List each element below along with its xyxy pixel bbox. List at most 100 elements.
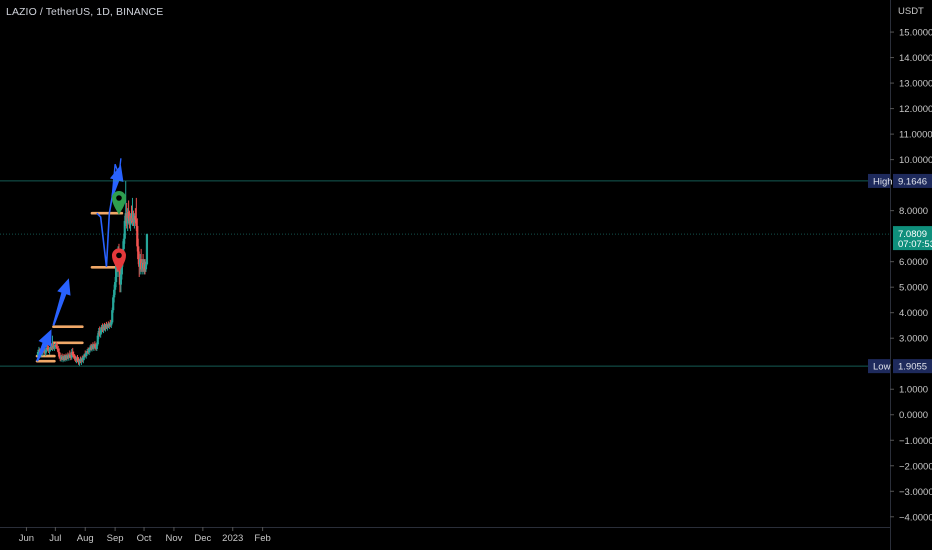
- low-tag-label: Low: [873, 362, 891, 373]
- candle-body: [112, 297, 115, 311]
- target-pin-green-icon: [111, 190, 126, 215]
- price-tick-label: 10.0000: [899, 155, 932, 166]
- high-tag-value: 9.1646: [898, 176, 927, 187]
- candle: [111, 307, 114, 324]
- high-tag-label-bg: [868, 173, 890, 188]
- candle-body: [71, 351, 74, 356]
- candle-body: [134, 215, 137, 220]
- candle-body: [111, 310, 114, 323]
- pin-hole: [116, 252, 122, 259]
- price-tick-label: −1.0000: [899, 436, 932, 447]
- last-price-tag-bg: [893, 226, 932, 251]
- time-tick-label: Aug: [77, 533, 94, 544]
- candle-body: [53, 346, 56, 348]
- candle-body: [136, 225, 139, 247]
- price-tags: High 9.1646 Low 1.9055 7.0809 07:07:53: [868, 173, 932, 374]
- price-tick-label: 12.0000: [899, 104, 932, 115]
- price-tick-label: 14.0000: [899, 53, 932, 64]
- projection-path: [111, 158, 122, 197]
- candle-body: [118, 259, 122, 285]
- high-tag-value-bg: [893, 173, 932, 188]
- price-axis[interactable]: USDT 15.0000 14.0000 13.0000 12.0000 11.0000…: [890, 6, 932, 523]
- candle-body: [96, 335, 99, 345]
- time-tick-label: Feb: [254, 533, 270, 544]
- bar-countdown: 07:07:53: [898, 239, 932, 250]
- candle-body: [93, 344, 96, 347]
- candle-body: [68, 355, 71, 357]
- candle-body: [55, 344, 58, 347]
- price-tick-label: 5.0000: [899, 283, 928, 294]
- candle: [145, 233, 149, 266]
- candle-body: [114, 256, 118, 283]
- candle-body: [73, 357, 76, 359]
- time-tick-label: Jul: [49, 533, 61, 544]
- low-tag-value: 1.9055: [898, 362, 927, 373]
- candle-body: [114, 282, 117, 290]
- candle: [136, 218, 139, 252]
- low-tag-value-bg: [893, 359, 932, 374]
- trend-arrow: [36, 329, 52, 362]
- candle-body: [56, 346, 59, 349]
- stop-pin-red-icon: [111, 248, 126, 273]
- price-tick-label: 1.0000: [899, 385, 928, 396]
- candle-body: [119, 274, 123, 285]
- candle-body: [110, 322, 113, 326]
- candle-body: [58, 351, 61, 357]
- candle-body: [57, 348, 60, 352]
- candle-body: [44, 349, 47, 354]
- price-tick-label: 0.0000: [899, 410, 928, 421]
- candle-body: [122, 238, 125, 249]
- time-tick-label: 2023: [222, 533, 243, 544]
- zigzag-pattern: [96, 196, 114, 267]
- price-tick-label: 6.0000: [899, 257, 928, 268]
- candle-body: [82, 357, 85, 361]
- price-tick-label: −2.0000: [899, 461, 932, 472]
- price-tick-label: 3.0000: [899, 334, 928, 345]
- candle-body: [135, 219, 138, 226]
- candle-body: [76, 358, 79, 361]
- drawings: [36, 158, 126, 362]
- candle: [127, 200, 130, 221]
- time-tick-label: Oct: [137, 533, 152, 544]
- candle-body: [123, 220, 126, 239]
- high-tag-label: High: [873, 176, 893, 187]
- candle-body: [127, 211, 130, 219]
- candle-body: [46, 347, 49, 350]
- candle-body: [130, 215, 133, 221]
- candle: [80, 357, 83, 365]
- candle-body: [95, 344, 98, 349]
- time-axis[interactable]: Jun Jul Aug Sep Oct Nov Dec 2023 Feb: [19, 527, 271, 544]
- pin-hole: [116, 195, 122, 201]
- last-price-tag-value: 7.0809: [898, 229, 927, 240]
- candle-body: [87, 349, 91, 353]
- candle-body: [72, 355, 75, 358]
- pin-body: [111, 190, 126, 215]
- candle-body: [144, 264, 148, 270]
- price-tick-label: 8.0000: [899, 206, 928, 217]
- candle-body: [80, 359, 83, 362]
- candle-body: [85, 353, 88, 357]
- candle-body: [145, 234, 149, 265]
- price-axis-currency: USDT: [898, 6, 924, 17]
- candle-body: [137, 246, 140, 260]
- chart-title: LAZIO / TetherUS, 1D, BINANCE: [6, 6, 164, 18]
- time-tick-label: Dec: [194, 533, 211, 544]
- time-tick-label: Sep: [107, 533, 124, 544]
- price-tick-label: −4.0000: [899, 512, 932, 523]
- candle-body: [48, 348, 51, 352]
- time-tick-label: Jun: [19, 533, 34, 544]
- candle-body: [113, 289, 116, 298]
- price-tick-label: −3.0000: [899, 487, 932, 498]
- price-tick-label: 11.0000: [899, 130, 932, 141]
- candle: [112, 294, 115, 313]
- pin-body: [111, 248, 126, 273]
- trend-arrow: [52, 278, 71, 326]
- candle: [71, 347, 74, 357]
- price-tick-label: 13.0000: [899, 79, 932, 90]
- candle-body: [120, 261, 123, 275]
- candle-body: [36, 351, 40, 356]
- candles: [36, 181, 149, 366]
- candle-body: [99, 330, 102, 335]
- time-tick-label: Nov: [165, 533, 182, 544]
